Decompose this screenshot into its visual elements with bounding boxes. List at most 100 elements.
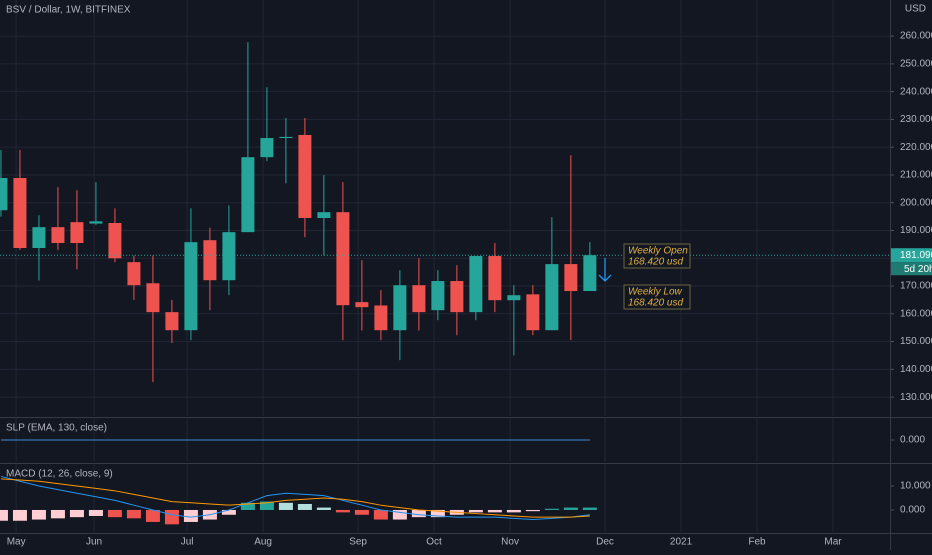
y-tick-label: 220.000 xyxy=(900,142,932,153)
histogram-bar xyxy=(297,503,312,510)
histogram-bar xyxy=(411,509,426,518)
candle-body xyxy=(146,283,160,313)
candle-body xyxy=(70,222,84,243)
x-tick-label: Jun xyxy=(86,537,102,548)
line-series xyxy=(0,478,590,518)
x-tick-label: May xyxy=(7,537,26,548)
candle-body xyxy=(507,295,521,301)
candle-body xyxy=(374,305,388,331)
candle-body xyxy=(488,256,502,301)
histogram-bar xyxy=(0,509,8,521)
histogram-bar xyxy=(582,507,597,510)
x-tick-label: Jul xyxy=(181,537,194,548)
histogram-bar xyxy=(316,507,331,510)
y-tick-label: 0.000 xyxy=(900,505,925,516)
x-tick-label: Feb xyxy=(748,537,766,548)
candle-body xyxy=(89,221,103,224)
candle-body xyxy=(32,227,46,248)
x-tick-label: Oct xyxy=(426,537,442,548)
indicator-title: MACD (12, 26, close, 9) xyxy=(6,469,113,480)
histogram-bar xyxy=(88,509,103,516)
candle-body xyxy=(336,212,350,306)
x-tick-label: Aug xyxy=(254,537,272,548)
candle-body xyxy=(355,302,369,308)
candle-body xyxy=(450,281,464,313)
down-arrow xyxy=(598,258,612,282)
y-tick-label: 0.000 xyxy=(900,435,925,446)
histogram-bar xyxy=(354,509,369,515)
histogram-bar xyxy=(487,509,502,513)
y-tick-label: 230.000 xyxy=(900,114,932,125)
histogram-bar xyxy=(183,509,198,522)
x-tick-label: Nov xyxy=(501,537,519,548)
histogram-bar xyxy=(468,509,483,513)
y-tick-label: 130.000 xyxy=(900,392,932,403)
y-tick-label: 150.000 xyxy=(900,336,932,347)
candle-body xyxy=(184,242,198,331)
countdown-box xyxy=(891,262,932,276)
histogram-bar xyxy=(69,509,84,518)
annotation-text: 168.420 usd xyxy=(628,257,683,268)
candle-body xyxy=(469,256,483,313)
candle-body xyxy=(393,285,407,331)
candle-body xyxy=(108,222,122,259)
annotation-title: Weekly Open xyxy=(628,246,688,257)
histogram-bar xyxy=(107,509,122,518)
histogram-bar xyxy=(12,509,27,521)
last-price-label: 181.090 xyxy=(900,250,932,261)
histogram-bar xyxy=(335,509,350,513)
x-tick-label: 2021 xyxy=(670,537,693,548)
y-tick-label: 10.000 xyxy=(900,481,931,492)
candle-body xyxy=(222,232,236,281)
candle-body xyxy=(241,157,255,233)
annotation-box xyxy=(623,243,691,269)
candle-body xyxy=(127,262,141,286)
histogram-bar xyxy=(126,509,141,519)
countdown-label: 5d 20h xyxy=(904,264,932,275)
candle-body xyxy=(583,255,597,292)
candle-body xyxy=(317,212,331,218)
indicator-title: SLP (EMA, 130, close) xyxy=(6,423,107,434)
candle-body xyxy=(260,138,274,158)
candle-body xyxy=(165,312,179,331)
candle-body xyxy=(298,134,312,218)
line-series xyxy=(0,475,590,521)
annotation-title: Weekly Low xyxy=(628,287,683,298)
axis-unit: USD xyxy=(905,4,926,15)
y-tick-label: 190.000 xyxy=(900,225,932,236)
histogram-bar xyxy=(221,509,236,515)
y-tick-label: 250.000 xyxy=(900,59,932,70)
x-tick-label: Sep xyxy=(349,537,367,548)
candle-body xyxy=(431,281,445,311)
candle-body xyxy=(51,227,65,243)
y-tick-label: 160.000 xyxy=(900,308,932,319)
chart-title: BSV / Dollar, 1W, BITFINEX xyxy=(6,5,131,16)
histogram-bar xyxy=(392,509,407,520)
histogram-bar xyxy=(31,509,46,520)
candle-body xyxy=(412,285,426,313)
histogram-bar xyxy=(506,509,521,513)
histogram-bar xyxy=(164,509,179,525)
annotation-box xyxy=(623,284,691,310)
histogram-bar xyxy=(430,509,445,518)
histogram-bar xyxy=(259,501,274,510)
candle-body xyxy=(564,264,578,292)
y-tick-label: 200.000 xyxy=(900,197,932,208)
candle-body xyxy=(203,240,217,281)
y-tick-label: 210.000 xyxy=(900,170,932,181)
y-tick-label: 170.000 xyxy=(900,281,932,292)
candle-body xyxy=(0,178,8,211)
annotation-weekly-open: Weekly Open 168.420 usd xyxy=(623,243,691,269)
histogram-bar xyxy=(240,502,255,510)
y-tick-label: 140.000 xyxy=(900,364,932,375)
histogram-bar xyxy=(563,507,578,510)
histogram-bar xyxy=(525,509,540,512)
candle-body xyxy=(279,136,293,139)
y-tick-label: 240.000 xyxy=(900,86,932,97)
histogram-bar xyxy=(278,502,293,510)
x-tick-label: Mar xyxy=(824,537,842,548)
candle-body xyxy=(526,294,540,331)
